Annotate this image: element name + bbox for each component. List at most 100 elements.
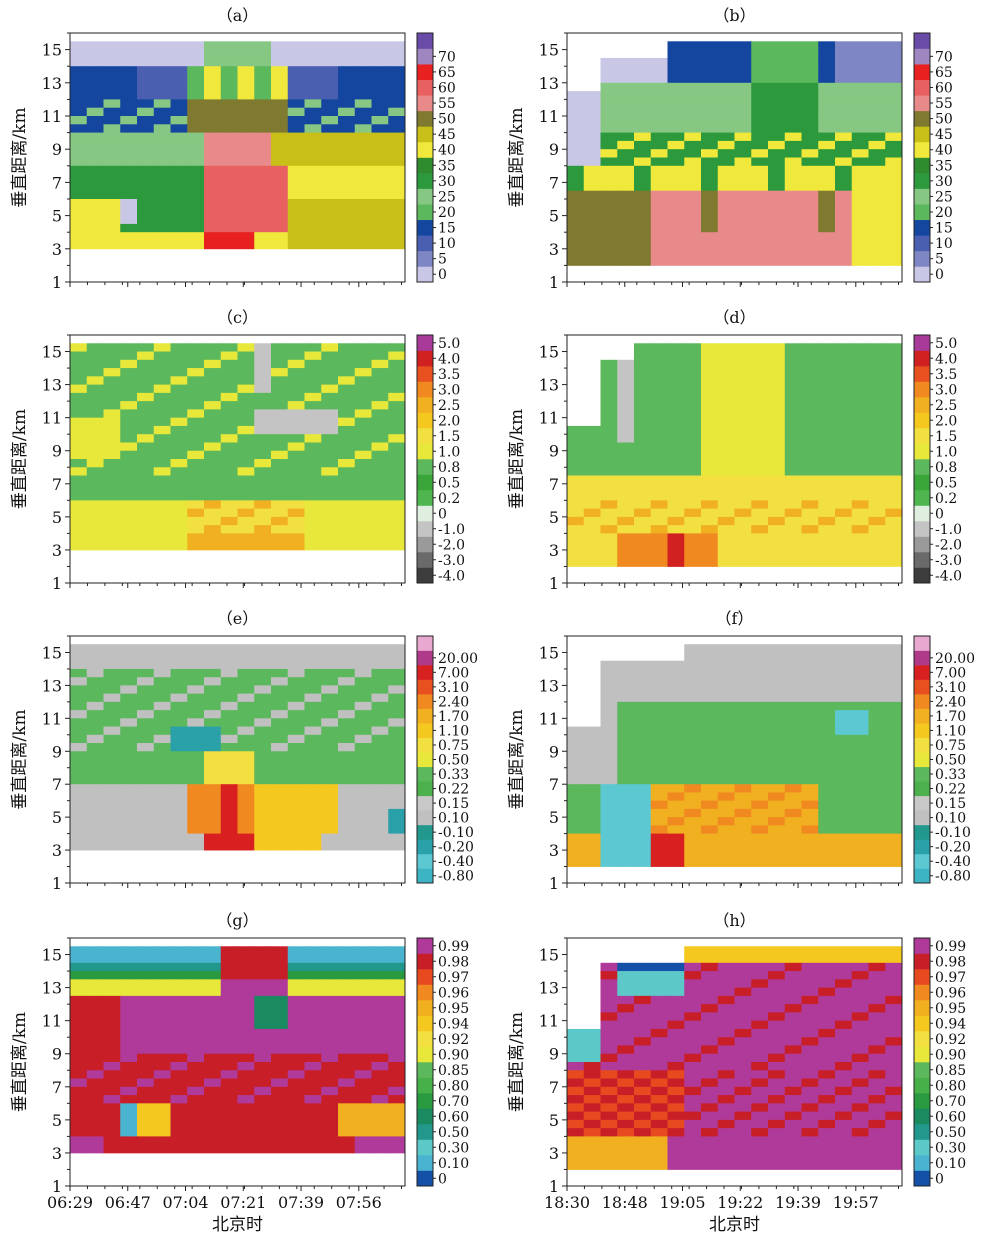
heatmap-cell [271,1095,289,1104]
heatmap-cell [667,82,685,92]
heatmap-cell [237,149,255,158]
heatmap-cell [885,800,903,810]
heatmap-cell [287,240,305,250]
heatmap-cell [751,792,769,802]
heatmap-cell [153,800,171,810]
heatmap-cell [388,157,406,167]
heatmap-cell [583,459,601,468]
heatmap-cell [634,450,652,460]
heatmap-cell [103,157,121,167]
heatmap-cell [137,223,155,233]
colorbar-tick-label: 50 [438,112,456,128]
heatmap-cell [667,99,685,109]
heatmap-cell [734,541,752,551]
heatmap-cell [120,701,138,711]
heatmap-cell [388,1119,406,1129]
heatmap-cell [885,257,903,266]
heatmap-cell [617,677,635,686]
heatmap-cell [600,1152,618,1162]
heatmap-cell [120,207,138,216]
heatmap-cell [784,1144,802,1154]
heatmap-cell [768,107,786,117]
heatmap-cell [86,525,104,534]
heatmap-cell [684,710,702,719]
heatmap-cell [634,541,652,551]
heatmap-cell [204,775,222,785]
heatmap-cell [717,91,735,100]
heatmap-cell [784,685,802,695]
heatmap-cell [650,1111,668,1121]
heatmap-cell [784,962,802,972]
heatmap-cell [801,817,819,826]
heatmap-cell [701,49,719,59]
heatmap-cell [751,710,769,719]
heatmap-cell [321,232,339,241]
heatmap-cell [818,124,836,133]
heatmap-cell [271,483,289,493]
heatmap-cell [137,677,155,686]
heatmap-cell [818,971,836,980]
heatmap-cell [120,668,138,678]
heatmap-cell [137,492,155,501]
heatmap-cell [86,199,104,208]
heatmap-cell [137,157,155,167]
heatmap-cell [86,1004,104,1013]
heatmap-cell [650,995,668,1005]
heatmap-cell [717,384,735,394]
heatmap-cell [187,718,205,727]
heatmap-cell [103,541,121,551]
heatmap-cell [851,1012,869,1022]
heatmap-cell [851,701,869,711]
heatmap-cell [321,132,339,142]
heatmap-cell [153,182,171,192]
heatmap-cell [868,1119,886,1129]
heatmap-cell [103,240,121,250]
heatmap-cell [254,710,272,719]
heatmap-cell [70,817,88,826]
heatmap-cell [768,1086,786,1096]
heatmap-cell [338,343,356,352]
heatmap-cell [321,91,339,100]
heatmap-cell [600,668,618,678]
colorbar-swatch [914,64,930,80]
heatmap-cell [650,149,668,158]
heatmap-cell [70,833,88,843]
heatmap-cell [354,946,372,955]
heatmap-cell [287,1086,305,1096]
heatmap-cell [583,817,601,826]
heatmap-cell [187,841,205,851]
heatmap-cell [818,817,836,826]
heatmap-cell [70,1128,88,1137]
heatmap-cell [254,701,272,711]
heatmap-cell [751,132,769,142]
heatmap-cell [684,475,702,485]
heatmap-cell [187,693,205,703]
heatmap-cell [271,841,289,851]
heatmap-cell [801,41,819,50]
heatmap-cell [583,533,601,543]
heatmap-cell [650,1045,668,1055]
heatmap-cell [734,1037,752,1046]
y-tick-label: 5 [52,508,62,527]
heatmap-cell [818,343,836,352]
heatmap-cell [851,668,869,678]
heatmap-cell [851,240,869,250]
heatmap-cell [103,784,121,793]
heatmap-cell [70,49,88,59]
heatmap-cell [768,693,786,703]
y-axis-label: 垂直距离/km [10,709,30,809]
heatmap-cell [388,351,406,361]
heatmap-cell [103,825,121,834]
heatmap-cell [338,41,356,50]
heatmap-cell [304,140,322,150]
heatmap-cell [120,995,138,1005]
heatmap-cell [220,946,238,955]
heatmap-cell [751,500,769,509]
heatmap-cell [70,149,88,158]
heatmap-cell [103,434,121,443]
heatmap-cell [667,384,685,394]
heatmap-cell [204,425,222,435]
heatmap-cell [304,425,322,435]
heatmap-cell [271,442,289,452]
heatmap-cell [220,734,238,744]
